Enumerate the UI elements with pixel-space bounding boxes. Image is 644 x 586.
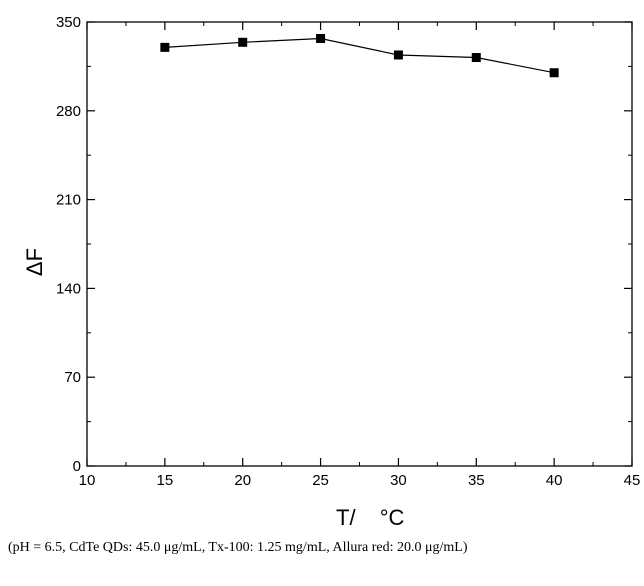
plot-frame: [86, 21, 633, 467]
y-tick-label: 210: [56, 192, 81, 209]
x-tick-label: 45: [624, 472, 641, 489]
x-tick-label: 35: [468, 472, 485, 489]
data-point: [160, 42, 170, 52]
y-axis-title: ΔF: [22, 248, 47, 276]
x-tick-label: 15: [157, 472, 174, 489]
y-tick-label: 280: [56, 103, 81, 120]
data-point: [238, 37, 248, 47]
y-tick-label: 140: [56, 280, 81, 297]
x-tick-label: 40: [546, 472, 563, 489]
x-tick-label: 25: [312, 472, 329, 489]
series-line: [164, 37, 555, 74]
x-axis-ticks: 10 15 20 25 30 35 40 45: [79, 22, 641, 489]
figure-caption: (pH = 6.5, CdTe QDs: 45.0 μg/mL, Tx-100:…: [8, 540, 468, 555]
y-tick-label: 350: [56, 14, 81, 31]
data-point: [316, 33, 326, 43]
x-tick-label: 10: [79, 472, 96, 489]
data-point: [549, 68, 559, 78]
data-point: [393, 50, 403, 60]
x-axis-title-unit: °C: [380, 505, 405, 530]
y-axis-ticks: 0 70 140 210 280 350: [56, 14, 632, 475]
chart: 10 15 20 25 30 35 40 45 0 70 140 210 280 350 ΔF T/ °…: [22, 14, 641, 530]
series-layer: [160, 33, 559, 78]
x-axis-title: T/ °C: [336, 505, 404, 530]
x-tick-label: 20: [234, 472, 251, 489]
data-point: [471, 53, 481, 63]
x-axis-title-main: T/: [336, 505, 356, 530]
y-tick-label: 70: [64, 369, 81, 386]
x-tick-label: 30: [390, 472, 407, 489]
y-tick-label: 0: [73, 458, 81, 475]
